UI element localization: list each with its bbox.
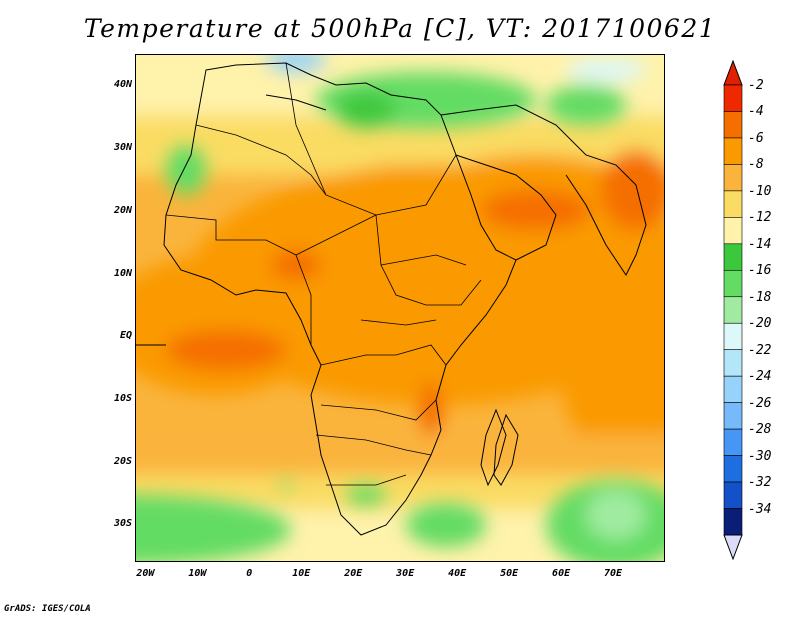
- lat-tick-label: 10N: [113, 267, 132, 279]
- colorbar-tick-label: -28: [748, 422, 772, 438]
- colorbar-tick-label: -14: [748, 236, 772, 252]
- colorbar-tick-label: -2: [748, 78, 764, 93]
- colorbar-segment: [723, 402, 743, 430]
- colorbar-tick-label: -20: [748, 316, 772, 332]
- colorbar-tick-label: -26: [748, 395, 772, 411]
- madagascar-outline: [493, 413, 519, 486]
- colorbar-top-arrow: [723, 60, 743, 86]
- colorbar-tick-label: -12: [748, 210, 772, 226]
- chart-title: Temperature at 500hPa [C], VT: 201710062…: [83, 14, 717, 43]
- lon-tick-label: 30E: [396, 568, 415, 579]
- colorbar-segment: [723, 137, 743, 165]
- lon-tick-label: 70E: [604, 568, 623, 579]
- colorbar-tick-label: -24: [748, 369, 772, 385]
- lat-tick-label: 20S: [113, 455, 132, 467]
- colorbar-segment: [723, 455, 743, 483]
- temperature-map: [135, 54, 665, 562]
- lon-tick-label: 20W: [136, 568, 155, 579]
- colorbar-tick-label: -32: [748, 475, 772, 491]
- lon-tick-label: 60E: [552, 568, 571, 579]
- colorbar-segment: [723, 217, 743, 245]
- lon-tick-label: 0: [246, 568, 253, 579]
- colorbar-tick-label: -22: [748, 342, 772, 358]
- colorbar-segment: [723, 84, 743, 112]
- colorbar-segment: [723, 296, 743, 324]
- colorbar-tick-label: -8: [748, 157, 764, 173]
- coastlines: [136, 62, 647, 536]
- colorbar-segment: [723, 322, 743, 351]
- colorbar-segment: [723, 481, 743, 509]
- grads-credit: GrADS: IGES/COLA: [4, 604, 91, 614]
- colorbar-tick-label: -4: [748, 104, 764, 120]
- lat-tick-label: EQ: [119, 330, 132, 342]
- borders: [165, 62, 482, 486]
- colorbar-tick-label: -30: [748, 448, 772, 464]
- colorbar-segment: [723, 375, 743, 403]
- colorbar-segment: [723, 190, 743, 218]
- colorbar-segment: [723, 349, 743, 377]
- colorbar-tick-label: -10: [748, 183, 772, 199]
- lat-tick-label: 20N: [113, 204, 132, 216]
- colorbar-tick-label: -34: [748, 501, 772, 517]
- lon-tick-label: 10W: [188, 568, 207, 579]
- colorbar-segment: [723, 269, 743, 298]
- lon-tick-label: 20E: [344, 568, 363, 579]
- colorbar-segment: [723, 428, 743, 456]
- colorbar-tick-label: -16: [748, 263, 772, 279]
- lat-tick-label: 30S: [113, 518, 132, 530]
- lat-tick-label: 40N: [113, 79, 132, 91]
- colorbar-segment: [723, 508, 743, 536]
- colorbar: [723, 60, 743, 560]
- colorbar-bottom-arrow: [723, 534, 743, 560]
- lon-tick-label: 40E: [448, 568, 467, 579]
- colorbar-tick-label: -6: [748, 130, 764, 146]
- lon-tick-label: 50E: [500, 568, 519, 579]
- lat-tick-label: 10S: [113, 392, 132, 404]
- lon-tick-label: 10E: [292, 568, 311, 579]
- lat-tick-label: 30N: [113, 142, 132, 154]
- colorbar-tick-label: -18: [748, 289, 772, 305]
- colorbar-segment: [723, 243, 743, 271]
- colorbar-segment: [723, 111, 743, 139]
- colorbar-segment: [723, 164, 743, 192]
